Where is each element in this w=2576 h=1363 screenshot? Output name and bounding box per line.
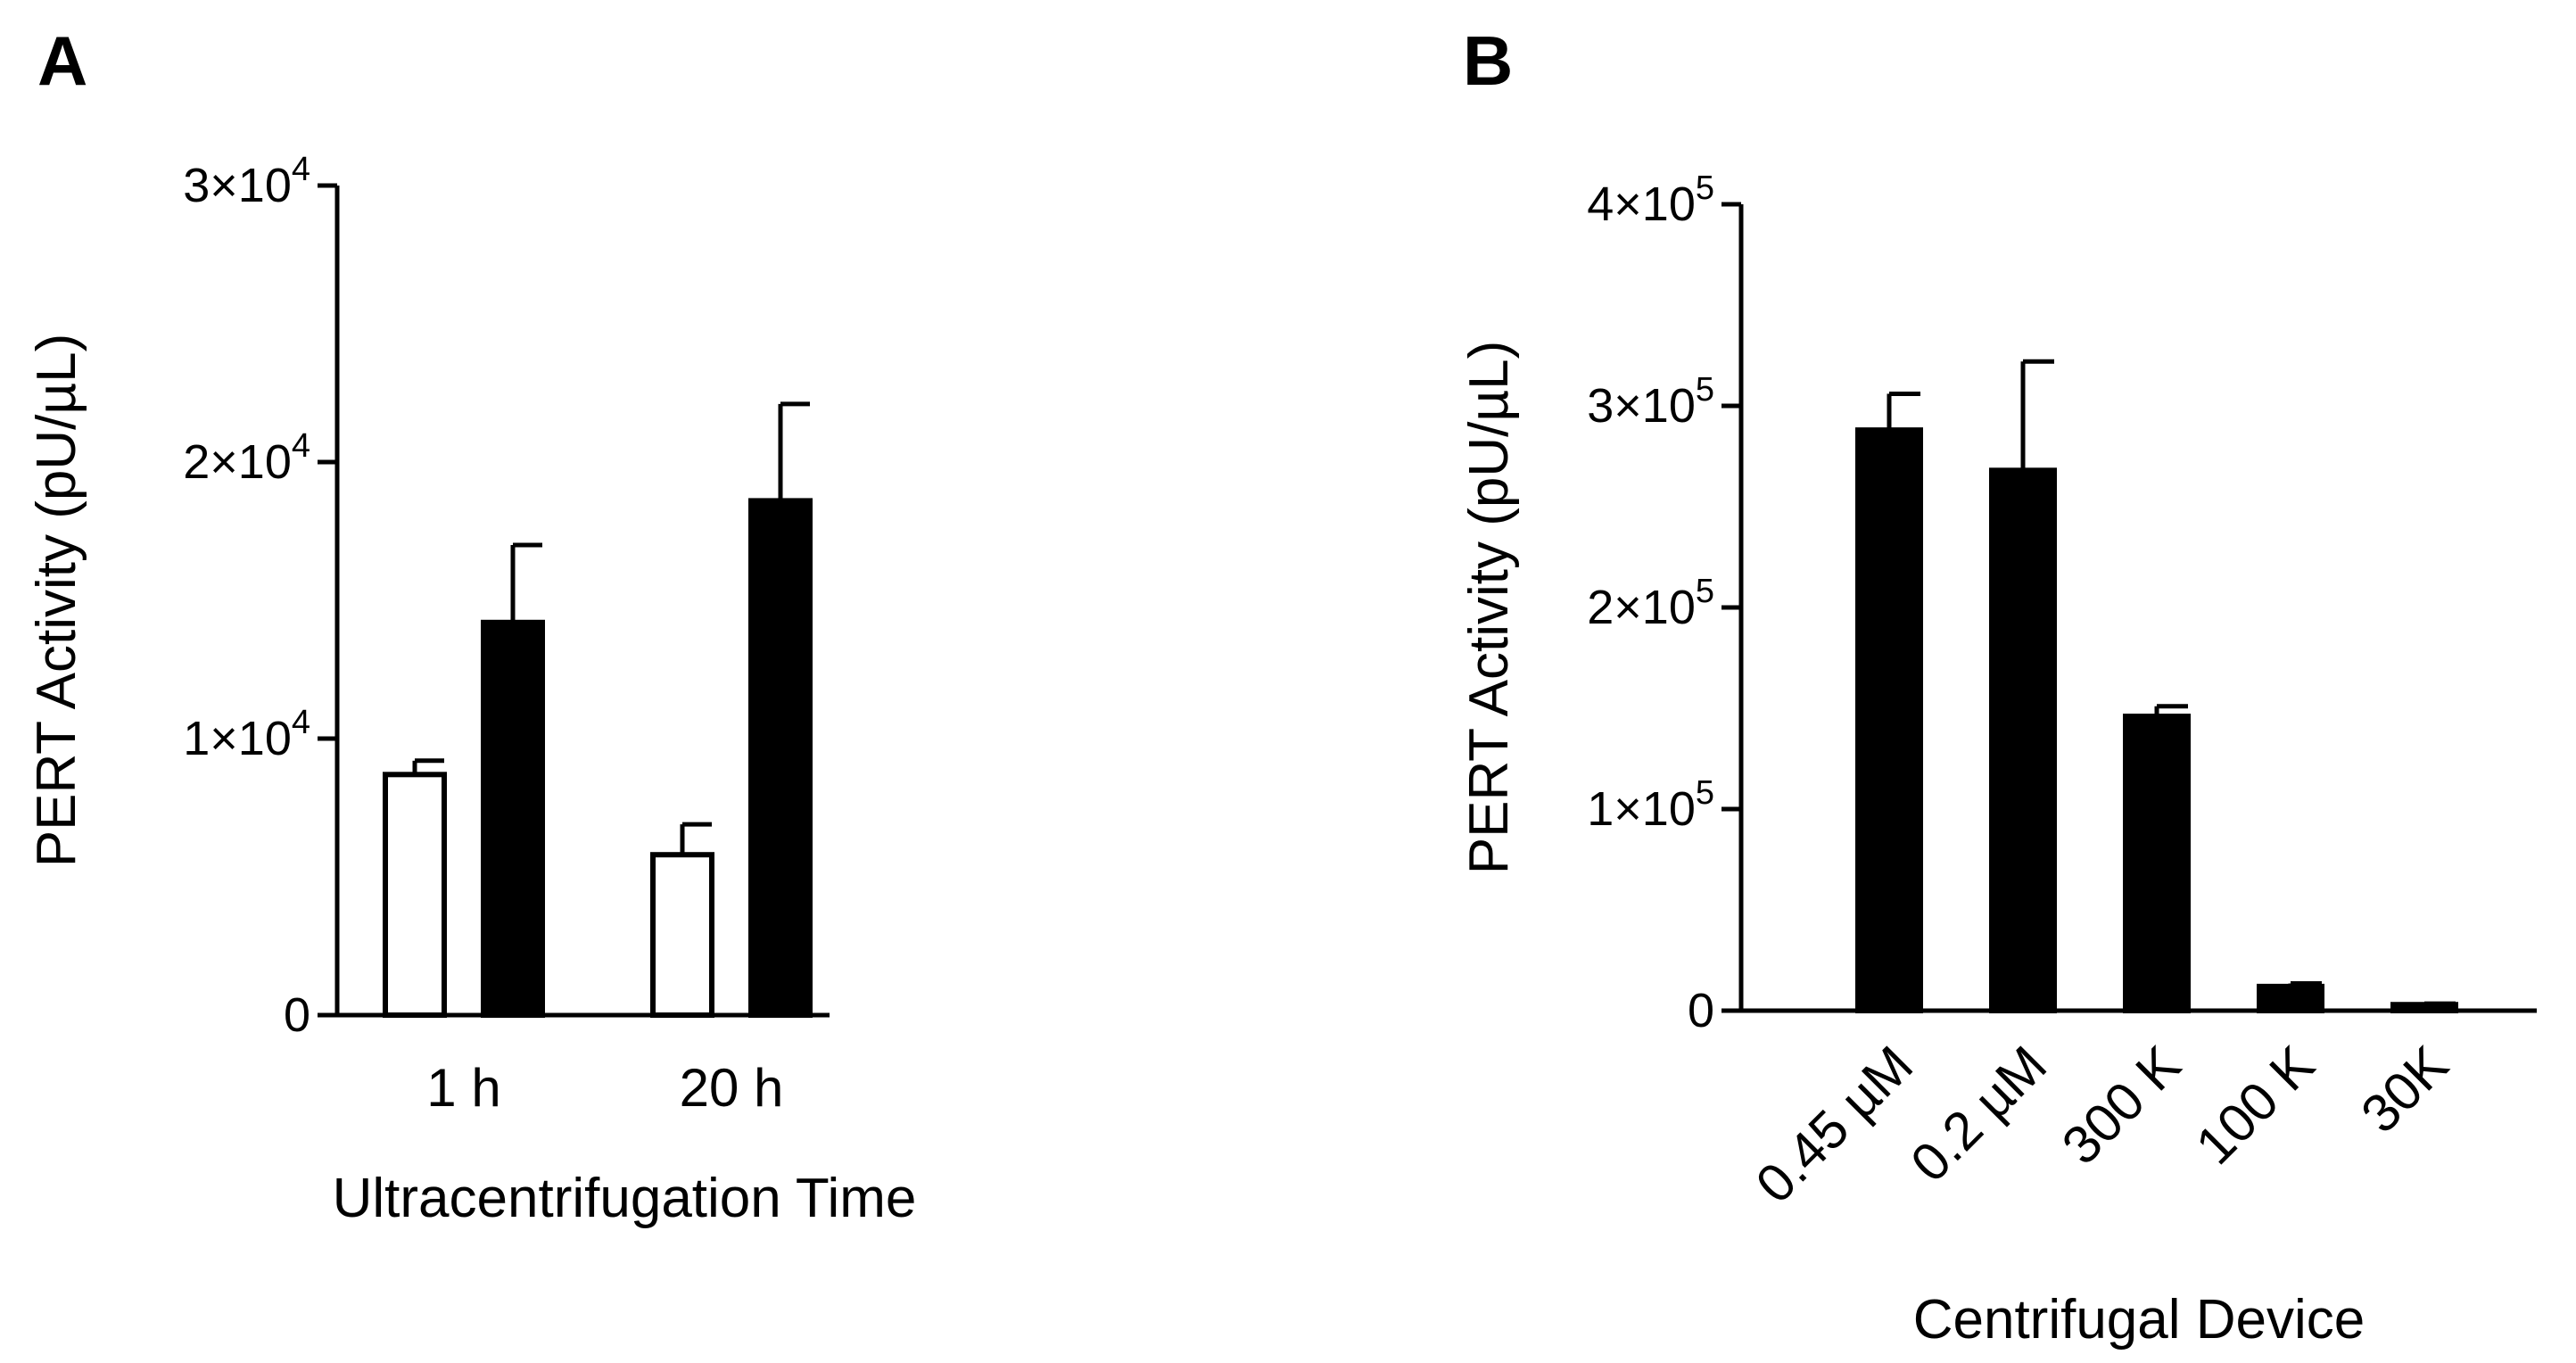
a-category-label: 20 h <box>680 1058 784 1118</box>
a-bar <box>650 852 714 1019</box>
panel-a-category-labels: 1 h 20 h <box>426 1058 783 1118</box>
a-y-tick-exponent: 4 <box>292 151 310 188</box>
b-bar <box>2123 714 2191 1013</box>
b-y-tick-mantissa: 1×10 <box>1587 782 1696 836</box>
panel-a-letter: A <box>37 21 87 100</box>
b-category-label: 300 K <box>2051 1035 2192 1176</box>
b-bar <box>1989 467 2057 1013</box>
panel-a-x-axis-title: Ultracentrifugation Time <box>333 1168 917 1229</box>
panel-b-y-axis-title: PERT Activity (pU/µL) <box>1458 341 1520 874</box>
b-bar <box>2257 983 2324 1014</box>
panel-b-letter: B <box>1463 21 1513 100</box>
panel-b-bars <box>1855 359 2458 1014</box>
a-y-tick-exponent: 4 <box>292 704 310 741</box>
a-bar <box>383 772 447 1018</box>
panel-a-bars <box>383 401 813 1019</box>
a-y-tick-label: 2×104 <box>183 427 310 489</box>
b-y-tick-exponent: 5 <box>1696 774 1714 812</box>
a-bar <box>748 498 813 1018</box>
a-y-tick-mantissa: 2×10 <box>183 435 292 489</box>
b-y-tick-exponent: 5 <box>1696 573 1714 610</box>
b-category-label: 100 K <box>2184 1035 2325 1176</box>
b-y-tick-label: 2×105 <box>1587 573 1714 634</box>
a-y-tick-mantissa: 1×10 <box>183 712 292 765</box>
b-y-tick-exponent: 5 <box>1696 371 1714 409</box>
b-y-tick-mantissa: 4×10 <box>1587 178 1696 231</box>
b-y-tick-mantissa: 2×10 <box>1587 581 1696 634</box>
a-category-label: 1 h <box>426 1058 500 1118</box>
b-y-tick-label: 1×105 <box>1587 774 1714 836</box>
a-y-tick-label: 0 <box>284 988 310 1042</box>
a-y-tick-mantissa: 3×10 <box>183 159 292 212</box>
b-category-label: 0.2 µM <box>1899 1035 2058 1194</box>
panel-a-y-axis-title: PERT Activity (pU/µL) <box>26 334 87 867</box>
b-y-tick-label: 3×105 <box>1587 371 1714 433</box>
panel-b-x-axis-title: Centrifugal Device <box>1913 1289 2365 1351</box>
a-bar <box>481 619 545 1018</box>
a-y-tick-label: 3×104 <box>183 151 310 212</box>
b-category-label: 30K <box>2349 1035 2459 1144</box>
b-y-tick-mantissa: 0 <box>1688 984 1714 1037</box>
b-category-label: 0.45 µM <box>1745 1035 1925 1215</box>
a-y-tick-mantissa: 0 <box>284 988 310 1042</box>
b-y-tick-label: 0 <box>1688 984 1714 1037</box>
b-y-tick-exponent: 5 <box>1696 169 1714 207</box>
a-y-tick-label: 1×104 <box>183 704 310 765</box>
b-y-tick-label: 4×105 <box>1587 169 1714 231</box>
a-y-tick-exponent: 4 <box>292 427 310 465</box>
b-y-tick-mantissa: 3×10 <box>1587 379 1696 433</box>
b-bar <box>1855 427 1923 1013</box>
